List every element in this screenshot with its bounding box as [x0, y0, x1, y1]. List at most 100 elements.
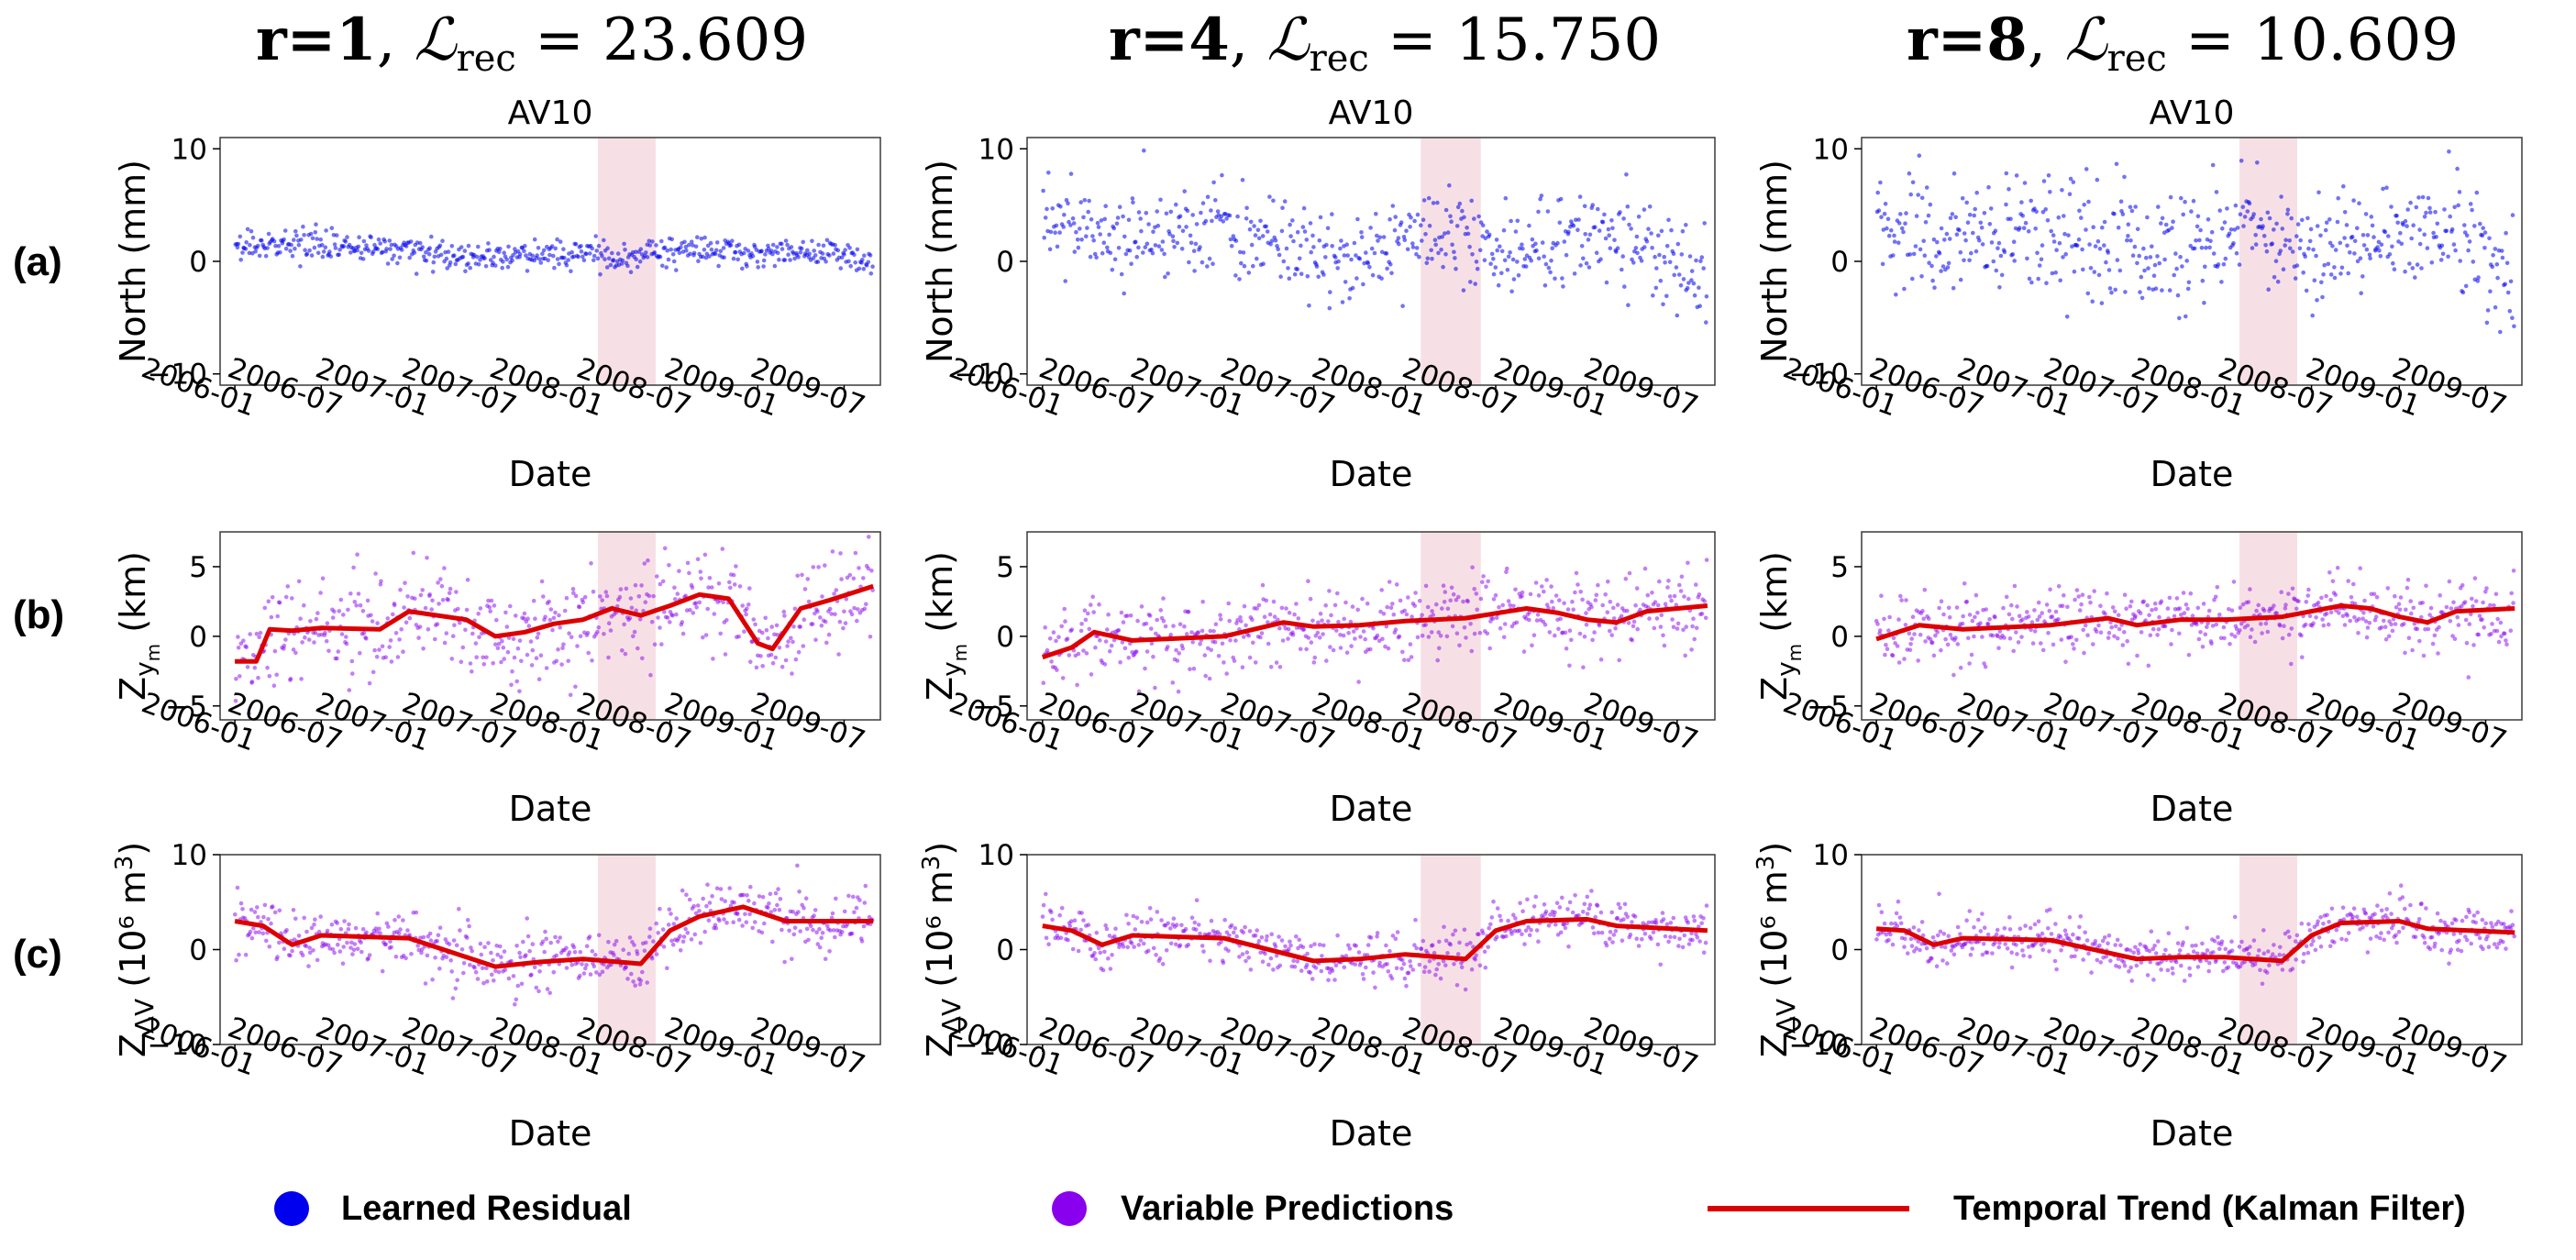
row-labels: (a)(b)(c) [13, 239, 64, 977]
scatter-point [1997, 285, 2002, 290]
scatter-point [1419, 946, 1424, 951]
scatter-point [1190, 213, 1195, 217]
scatter-point [364, 636, 369, 641]
scatter-point [1985, 950, 1990, 956]
scatter-point [1658, 962, 1663, 967]
y-tick-label: 0 [996, 246, 1014, 279]
scatter-point [2123, 290, 2128, 294]
scatter-point [294, 233, 299, 238]
scatter-point [2035, 250, 2040, 256]
scatter-point [1452, 962, 1456, 967]
scatter-point [847, 572, 853, 578]
scatter-point [2510, 315, 2515, 321]
scatter-point [1432, 238, 1438, 243]
scatter-point [1886, 628, 1891, 633]
scatter-point [1346, 631, 1351, 636]
scatter-point [834, 896, 838, 901]
scatter-point [684, 892, 689, 897]
scatter-point [2403, 218, 2408, 224]
scatter-point [332, 950, 337, 956]
panel-a-1: −100102006-012006-072007-012007-072008-0… [113, 94, 881, 494]
scatter-point [718, 887, 724, 891]
scatter-point [525, 934, 531, 939]
scatter-point [1091, 238, 1096, 243]
scatter-point [2265, 210, 2271, 216]
scatter-point [1051, 630, 1056, 635]
scatter-point [1636, 215, 1642, 219]
scatter-point [332, 242, 337, 247]
scatter-point [1659, 228, 1664, 234]
scatter-point [1359, 235, 1365, 239]
scatter-point [1681, 277, 1686, 282]
scatter-point [1295, 267, 1300, 271]
scatter-point [1182, 624, 1187, 629]
scatter-point [1919, 274, 1924, 279]
scatter-point [740, 266, 745, 271]
scatter-point [2371, 591, 2377, 596]
scatter-point [2056, 215, 2062, 220]
scatter-point [1543, 909, 1549, 914]
scatter-point [866, 566, 871, 571]
scatter-point [2009, 965, 2015, 970]
scatter-point [541, 594, 546, 599]
scatter-point [1105, 245, 1110, 250]
scatter-point [855, 247, 860, 252]
scatter-point [1438, 976, 1443, 981]
scatter-point [2138, 290, 2142, 294]
scatter-point [389, 945, 394, 950]
scatter-point [1679, 252, 1685, 257]
scatter-point [336, 649, 341, 654]
scatter-point [2345, 243, 2349, 249]
scatter-point [2408, 599, 2413, 603]
scatter-point [2062, 592, 2066, 598]
scatter-point [357, 235, 361, 240]
scatter-point [1190, 639, 1195, 645]
scatter-point [1955, 642, 1961, 647]
scatter-point [1327, 589, 1332, 593]
scatter-point [647, 926, 653, 931]
scatter-point [1993, 614, 1997, 620]
scatter-point [2321, 272, 2326, 277]
scatter-point [2188, 591, 2194, 596]
scatter-point [1445, 230, 1451, 235]
scatter-point [1179, 247, 1185, 251]
scatter-point [2128, 204, 2133, 210]
scatter-point [448, 586, 453, 591]
scatter-point [1689, 647, 1694, 652]
scatter-point [608, 262, 614, 268]
scatter-point [417, 624, 423, 629]
scatter-point [2499, 249, 2504, 253]
scatter-point [2215, 585, 2220, 590]
scatter-point [782, 613, 787, 618]
scatter-point [465, 935, 470, 940]
scatter-point [1686, 942, 1692, 946]
scatter-point [656, 931, 660, 935]
scatter-point [1474, 591, 1479, 596]
scatter-point [606, 655, 611, 660]
scatter-point [1320, 954, 1324, 958]
scatter-point [2035, 617, 2040, 623]
scatter-point [1283, 944, 1288, 949]
scatter-point [2019, 635, 2024, 639]
scatter-point [1564, 647, 1569, 651]
scatter-point [530, 942, 536, 946]
scatter-point [1987, 222, 1993, 227]
scatter-point [271, 904, 275, 909]
scatter-point [1542, 902, 1547, 907]
scatter-point [2303, 254, 2307, 260]
scatter-point [2113, 624, 2118, 629]
scatter-point [1050, 206, 1055, 211]
scatter-point [1889, 921, 1894, 926]
scatter-point [552, 265, 557, 271]
scatter-point [544, 936, 548, 942]
scatter-point [1498, 918, 1504, 923]
scatter-point [1977, 238, 1982, 243]
scatter-point [1096, 945, 1101, 951]
scatter-point [2287, 238, 2292, 243]
scatter-point [531, 598, 536, 603]
scatter-point [2484, 320, 2490, 326]
scatter-point [2058, 278, 2062, 283]
scatter-point [395, 655, 401, 659]
scatter-point [2201, 602, 2206, 606]
scatter-point [2310, 313, 2315, 318]
